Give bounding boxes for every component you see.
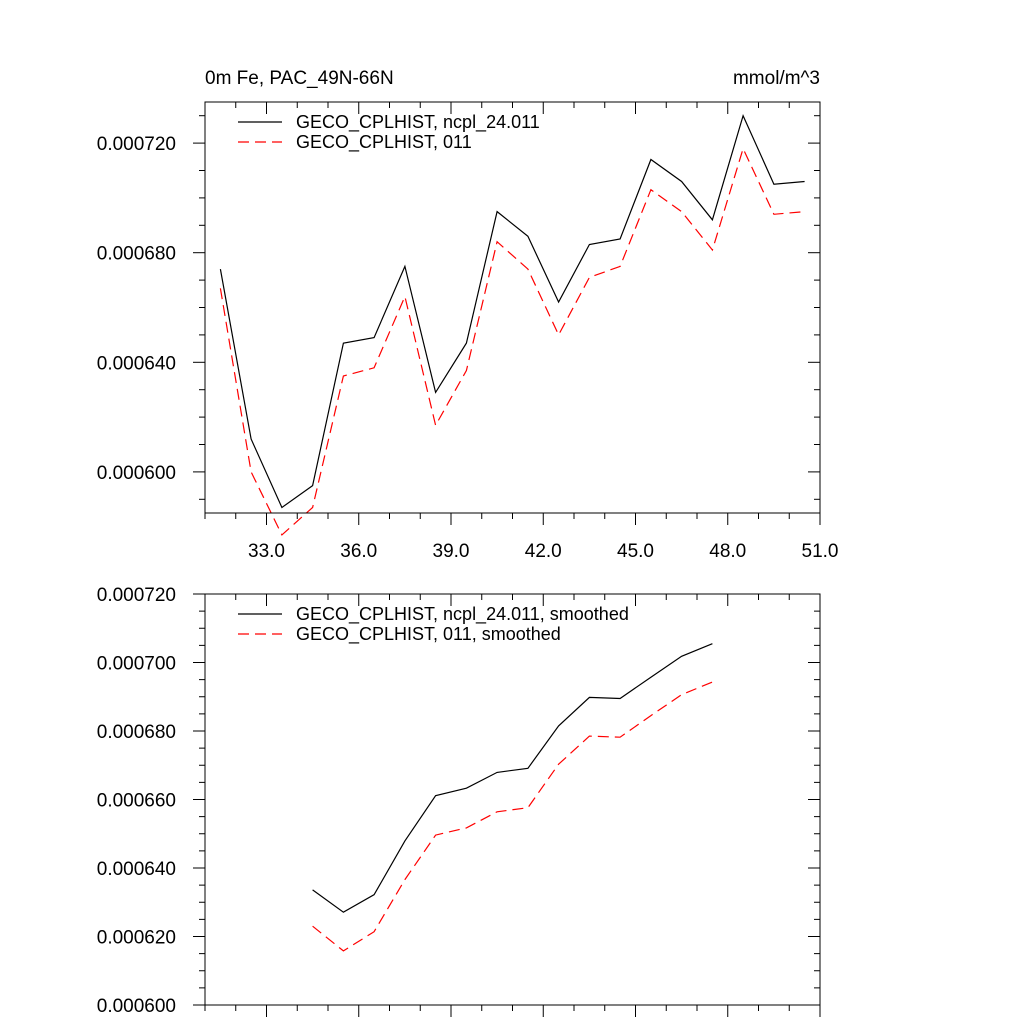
y-tick-label: 0.000700: [97, 654, 176, 675]
bottom-series-line-1: [312, 643, 713, 913]
y-tick-label: 0.000640: [97, 353, 176, 374]
y-tick-label: 0.000720: [97, 134, 176, 155]
top-chart: 0m Fe, PAC_49N-66N mmol/m^3 33.0 36.0 39.0…: [97, 68, 839, 562]
y-tick-label: 0.000680: [97, 722, 176, 743]
legend-label-1: GECO_CPLHIST, ncpl_24.011: [296, 112, 540, 133]
y-tick-label: 0.000600: [97, 996, 176, 1017]
x-tick-label: 42.0: [525, 541, 562, 562]
legend-label-2: GECO_CPLHIST, 011, smoothed: [296, 624, 561, 645]
y-tick-label: 0.000680: [97, 244, 176, 265]
top-series-line-2: [219, 146, 805, 536]
y-tick-label: 0.000640: [97, 859, 176, 880]
x-tick-label: 39.0: [433, 541, 470, 562]
top-chart-title: 0m Fe, PAC_49N-66N: [205, 68, 394, 89]
top-plot-frame: [204, 101, 821, 514]
legend-label-1: GECO_CPLHIST, ncpl_24.011, smoothed: [296, 604, 629, 625]
y-tick-label: 0.000600: [97, 463, 176, 484]
x-tick-label: 48.0: [709, 541, 746, 562]
bottom-plot-frame: [204, 593, 821, 1006]
y-tick-label: 0.000620: [97, 928, 176, 949]
bottom-series-line-2: [312, 681, 713, 952]
bottom-chart: 0.000600 0.000620 0.000640 0.000660 0.000680…: [97, 585, 821, 1017]
x-tick-label: 36.0: [340, 541, 377, 562]
x-tick-label: 51.0: [802, 541, 839, 562]
x-tick-label: 33.0: [248, 541, 285, 562]
y-tick-label: 0.000720: [97, 585, 176, 606]
top-series-line-1: [219, 113, 805, 509]
top-chart-units: mmol/m^3: [733, 68, 820, 89]
y-tick-label: 0.000660: [97, 791, 176, 812]
x-tick-label: 45.0: [617, 541, 654, 562]
legend-label-2: GECO_CPLHIST, 011: [296, 132, 472, 153]
